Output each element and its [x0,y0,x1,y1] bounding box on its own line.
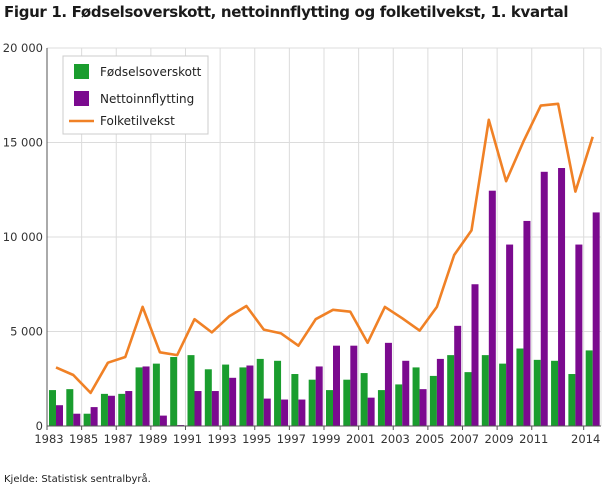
bar-fodselsoverskott-1988 [135,367,143,426]
bar-nettoinnflytting-1986 [107,395,115,426]
bar-nettoinnflytting-2014 [592,212,600,426]
bar-nettoinnflytting-2005 [436,358,444,426]
source-note: Kjelde: Statistisk sentralbyrå. [4,474,151,485]
legend-item-folketilvekst-label: Folketilvekst [100,114,175,128]
bar-nettoinnflytting-2008 [488,190,496,426]
x-tick-label: 1987 [104,432,133,446]
line-folketilvekst [55,102,594,395]
bar-nettoinnflytting-2000 [350,345,358,426]
x-tick-label: 2014 [571,432,600,446]
bar-fodselsoverskott-1998 [308,379,316,426]
x-tick-label: 1983 [34,432,63,446]
bar-nettoinnflytting-1994 [246,365,254,426]
y-tick-label: 10 000 [3,230,43,244]
bar-nettoinnflytting-1992 [211,391,219,426]
x-tick-label: 2009 [484,432,513,446]
bar-nettoinnflytting-1987 [125,391,133,426]
bar-fodselsoverskott-1984 [66,389,74,426]
chart-title: Figur 1. Fødselsoverskott, nettoinnflytt… [4,3,569,21]
bar-nettoinnflytting-2010 [523,220,531,426]
bar-fodselsoverskott-2007 [464,372,472,426]
x-tick-label: 1989 [138,432,167,446]
bar-fodselsoverskott-1997 [291,374,299,426]
bar-nettoinnflytting-1993 [229,377,237,426]
bar-fodselsoverskott-1999 [326,390,333,426]
bar-fodselsoverskott-1995 [256,358,264,426]
bar-fodselsoverskott-2004 [412,367,420,426]
y-tick-label: 15 000 [3,136,43,150]
bar-nettoinnflytting-2009 [506,244,514,426]
bar-fodselsoverskott-2001 [360,373,368,426]
bar-nettoinnflytting-1998 [315,366,323,426]
bar-nettoinnflytting-1997 [298,399,306,426]
legend-item-nettoinnflytting-label: Nettoinnflytting [100,92,194,106]
bar-fodselsoverskott-1996 [274,360,282,426]
y-tick-label: 5 000 [10,325,43,339]
legend-item-nettoinnflytting-swatch [74,91,89,106]
x-tick-label: 1985 [69,432,98,446]
y-tick-label: 20 000 [3,41,43,55]
bar-nettoinnflytting-1999 [333,345,340,426]
x-tick-label: 2005 [415,432,444,446]
legend-item-fodselsoverskott-swatch [74,64,89,79]
bar-nettoinnflytting-1995 [263,398,271,426]
bar-nettoinnflytting-2013 [575,244,583,426]
bar-fodselsoverskott-1987 [118,393,126,426]
x-tick-label: 2001 [346,432,375,446]
x-tick-label: 1993 [207,432,236,446]
x-tick-label: 1999 [311,432,340,446]
bar-nettoinnflytting-2004 [419,389,427,426]
bar-fodselsoverskott-2013 [568,374,576,426]
bar-fodselsoverskott-2012 [551,360,559,426]
x-tick-label: 1995 [242,432,271,446]
bar-fodselsoverskott-2000 [343,379,351,426]
bar-nettoinnflytting-1983 [56,405,63,426]
bar-nettoinnflytting-2001 [367,397,375,426]
bar-fodselsoverskott-2008 [481,355,489,426]
x-tick-label: 1991 [173,432,202,446]
bar-nettoinnflytting-1985 [90,407,98,426]
y-tick-label: 0 [36,419,43,433]
x-tick-label: 2007 [450,432,479,446]
bar-fodselsoverskott-2003 [395,384,403,426]
bar-fodselsoverskott-1986 [100,393,108,426]
bar-fodselsoverskott-1992 [204,369,212,426]
bar-fodselsoverskott-1994 [239,367,247,426]
bar-nettoinnflytting-2011 [540,171,548,426]
bar-fodselsoverskott-1989 [152,363,160,426]
x-tick-label: 2011 [519,432,548,446]
bar-fodselsoverskott-2011 [533,359,541,426]
bar-nettoinnflytting-1991 [194,391,202,426]
bar-nettoinnflytting-1989 [159,415,167,426]
bar-nettoinnflytting-2006 [454,325,462,426]
bar-fodselsoverskott-2002 [377,390,385,426]
bar-nettoinnflytting-2003 [402,360,410,426]
bar-nettoinnflytting-1984 [73,413,81,426]
bar-nettoinnflytting-2007 [471,284,479,426]
bar-fodselsoverskott-2010 [516,348,524,426]
x-tick-label: 2003 [381,432,410,446]
bar-fodselsoverskott-1991 [187,355,195,426]
bar-fodselsoverskott-1983 [49,390,56,426]
bar-fodselsoverskott-2006 [447,355,455,426]
bar-nettoinnflytting-1988 [142,366,150,426]
bar-fodselsoverskott-2009 [499,363,507,426]
bar-fodselsoverskott-1993 [222,364,230,426]
x-tick-label: 1997 [277,432,306,446]
bar-fodselsoverskott-1985 [83,413,91,426]
bar-nettoinnflytting-2002 [384,342,392,426]
bar-fodselsoverskott-2005 [429,375,437,426]
bar-fodselsoverskott-1990 [170,357,178,426]
bar-nettoinnflytting-1996 [281,399,289,426]
legend-item-fodselsoverskott-label: Fødselsoverskott [100,65,202,79]
bar-nettoinnflytting-2012 [558,168,566,426]
bar-fodselsoverskott-2014 [585,350,593,426]
